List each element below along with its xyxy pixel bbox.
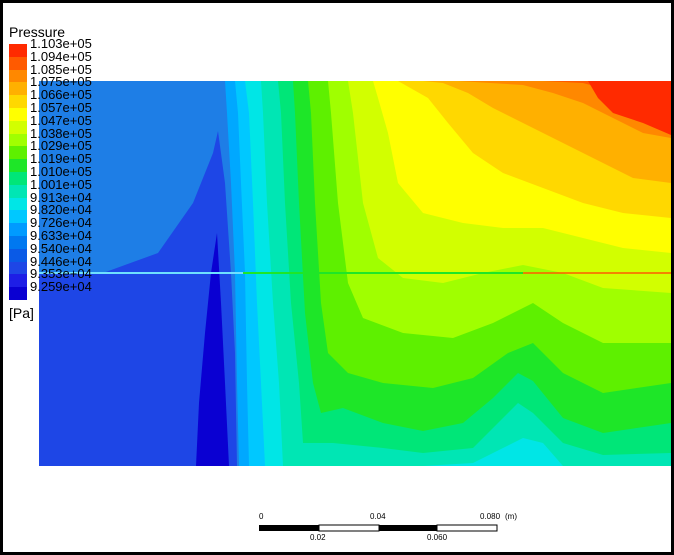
legend-unit: [Pa] <box>9 305 34 321</box>
legend-swatch-5 <box>9 108 27 121</box>
legend-label-8: 1.029e+05 <box>30 138 92 154</box>
legend-label-14: 9.726e+04 <box>30 215 92 231</box>
legend-label-3: 1.075e+05 <box>30 74 92 90</box>
legend-label-16: 9.540e+04 <box>30 240 92 256</box>
legend-title: Pressure <box>9 24 66 40</box>
color-legend <box>9 44 27 301</box>
legend-label-1: 1.094e+05 <box>30 48 92 64</box>
band-red <box>588 81 671 135</box>
legend-label-9: 1.019e+05 <box>30 151 92 167</box>
legend-label-11: 1.001e+05 <box>30 176 92 192</box>
legend-swatch-19 <box>9 287 27 301</box>
legend-swatch-14 <box>9 223 27 237</box>
low-pressure-core <box>39 131 237 466</box>
legend-swatch-8 <box>9 146 27 160</box>
legend-swatch-17 <box>9 261 27 275</box>
legend-label-2: 1.085e+05 <box>30 61 92 77</box>
legend-label-4: 1.066e+05 <box>30 87 92 103</box>
legend-label-6: 1.047e+05 <box>30 112 92 128</box>
legend-swatch-9 <box>9 159 27 173</box>
legend-swatch-1 <box>9 56 27 70</box>
legend-swatch-15 <box>9 236 27 249</box>
legend-label-5: 1.057e+05 <box>30 100 92 115</box>
legend-label-18: 9.353e+04 <box>30 266 92 282</box>
legend-swatch-18 <box>9 274 27 288</box>
legend-label-10: 1.010e+05 <box>30 164 92 179</box>
legend-label-7: 1.038e+05 <box>30 125 92 141</box>
scale-label-0.060: 0.060 <box>427 533 448 542</box>
legend-swatch-13 <box>9 210 27 224</box>
legend-swatch-4 <box>9 95 27 109</box>
legend-label-17: 9.446e+04 <box>30 253 92 269</box>
legend-swatch-12 <box>9 197 27 211</box>
legend-label-12: 9.913e+04 <box>30 189 92 205</box>
legend-label-0: 1.103e+05 <box>30 36 92 51</box>
legend-swatch-6 <box>9 120 27 134</box>
scale-bar <box>259 524 498 532</box>
deep-low-core <box>196 233 229 466</box>
scale-segment-2 <box>379 525 437 531</box>
legend-swatch-10 <box>9 172 27 185</box>
scale-segment-0 <box>259 525 319 531</box>
legend-swatch-2 <box>9 69 27 83</box>
scale-label-0.04: 0.04 <box>370 512 386 521</box>
scale-label-0: 0 <box>259 512 264 521</box>
pressure-contour-plot <box>39 81 671 466</box>
legend-swatch-7 <box>9 133 27 147</box>
scale-label-0.02: 0.02 <box>310 533 326 542</box>
legend-label-13: 9.820e+04 <box>30 202 92 218</box>
scale-segment-1 <box>318 524 380 532</box>
scale-label-0.080: 0.080 <box>480 512 501 521</box>
legend-label-15: 9.633e+04 <box>30 228 92 243</box>
legend-swatch-16 <box>9 248 27 262</box>
legend-label-19: 9.259e+04 <box>30 279 92 295</box>
scale-segment-3 <box>436 524 498 532</box>
scale-unit: (m) <box>505 512 517 521</box>
legend-swatch-0 <box>9 44 27 57</box>
legend-swatch-11 <box>9 184 27 198</box>
legend-swatch-3 <box>9 82 27 96</box>
